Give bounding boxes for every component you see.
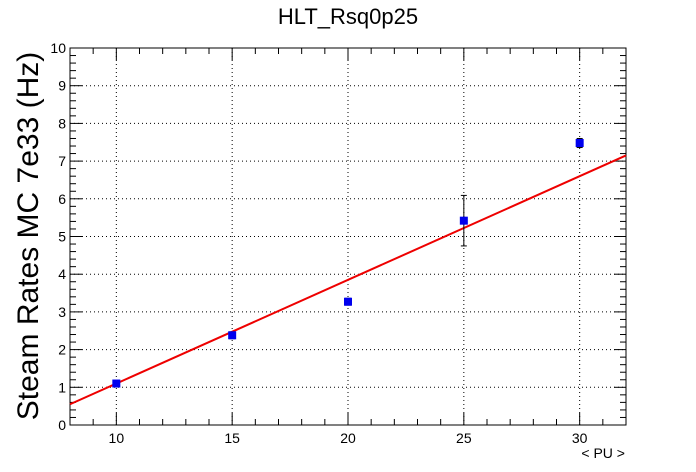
y-tick-label: 10 <box>50 40 66 56</box>
data-point <box>459 216 468 225</box>
chart-title: HLT_Rsq0p25 <box>278 4 418 29</box>
y-tick-label: 4 <box>58 266 66 282</box>
axes: 10 15 20 25 30 0 1 2 3 4 5 6 7 8 9 10 <box>50 40 627 446</box>
y-tick-label: 3 <box>58 304 66 320</box>
fit-line <box>69 154 627 406</box>
x-tick-label: 20 <box>340 430 356 446</box>
x-tick-label: 10 <box>109 430 125 446</box>
data-point <box>112 379 121 388</box>
y-tick-label: 0 <box>58 417 66 433</box>
data-point <box>575 139 584 148</box>
grid <box>70 48 626 425</box>
x-axis-label: < PU > <box>581 445 625 461</box>
y-tick-label: 1 <box>58 379 66 395</box>
x-tick-label: 30 <box>572 430 588 446</box>
y-tick-label: 8 <box>58 115 66 131</box>
y-tick-label: 6 <box>58 191 66 207</box>
y-tick-label: 2 <box>58 342 66 358</box>
y-tick-label: 9 <box>58 78 66 94</box>
y-tick-label: 5 <box>58 229 66 245</box>
x-tick-label: 25 <box>456 430 472 446</box>
x-tick-label: 15 <box>224 430 240 446</box>
fit-line-group <box>69 154 627 406</box>
data-point <box>228 331 237 340</box>
y-axis-label: Steam Rates MC 7e33 (Hz) <box>12 52 45 420</box>
y-tick-label: 7 <box>58 153 66 169</box>
data-point <box>344 297 352 306</box>
data-points <box>112 137 584 388</box>
